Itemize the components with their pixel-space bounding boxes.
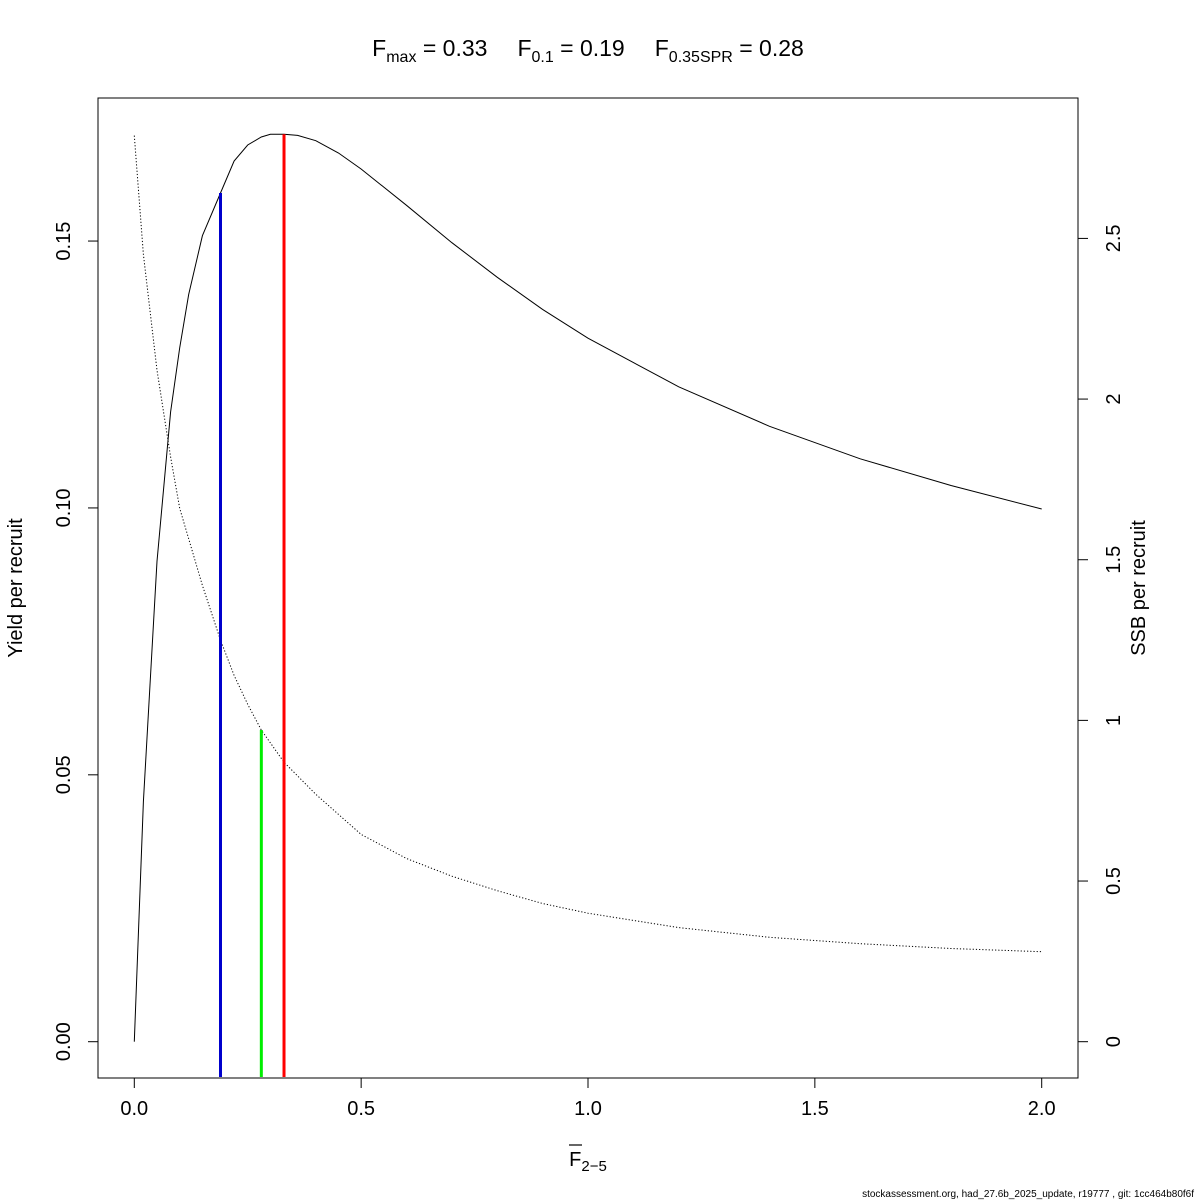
- y2-tick-label: 2.5: [1103, 224, 1125, 252]
- x-axis: 0.0 0.5 1.0 1.5 2.0: [120, 1077, 1056, 1120]
- y-tick-label: 0.05: [53, 755, 75, 794]
- x-axis-label: F2−5: [569, 1144, 607, 1175]
- y2-tick-label: 0: [1103, 1036, 1125, 1047]
- x-tick-label: 1.5: [801, 1098, 829, 1120]
- title-symbol: F: [517, 35, 531, 61]
- chart-title: Fmax = 0.33 F0.1 = 0.19 F0.35SPR = 0.28: [372, 35, 804, 66]
- y2-tick-label: 1: [1103, 715, 1125, 726]
- x-axis-label-text: F2−5: [569, 1149, 607, 1175]
- x-tick-label: 0.0: [120, 1098, 148, 1120]
- x-label-subscript: 2−5: [581, 1158, 606, 1175]
- x-label-symbol: F: [569, 1149, 581, 1171]
- title-subscript: 0.35SPR: [669, 49, 733, 66]
- title-symbol: F: [372, 35, 386, 61]
- y-axis-left: 0.00 0.05 0.10 0.15: [53, 222, 99, 1061]
- y-axis-right: 0 0.5 1 1.5 2 2.5: [1077, 224, 1125, 1047]
- x-tick-label: 2.0: [1028, 1098, 1056, 1120]
- y-tick-label: 0.10: [53, 488, 75, 527]
- title-value: = 0.19: [554, 35, 625, 61]
- x-tick-label: 1.0: [574, 1098, 602, 1120]
- y2-tick-label: 0.5: [1103, 867, 1125, 895]
- y2-tick-label: 2: [1103, 394, 1125, 405]
- footer-credit: stockassessment.org, had_27.6b_2025_upda…: [862, 1189, 1194, 1200]
- yield-per-recruit-line: [133, 133, 1042, 1042]
- reference-lines: [219, 134, 286, 1077]
- y-tick-label: 0.15: [53, 222, 75, 261]
- title-subscript: max: [386, 49, 416, 66]
- title-subscript: 0.1: [532, 49, 554, 66]
- y-tick-label: 0.00: [53, 1022, 75, 1061]
- y2-tick-label: 1.5: [1103, 546, 1125, 574]
- ssb-per-recruit-line: [133, 135, 1042, 953]
- title-symbol: F: [655, 35, 669, 61]
- plot-area-frame: [97, 97, 1079, 1079]
- chart-title-text: Fmax = 0.33 F0.1 = 0.19 F0.35SPR = 0.28: [372, 35, 804, 66]
- x-tick-label: 0.5: [347, 1098, 375, 1120]
- y-axis-label: Yield per recruit: [5, 518, 27, 658]
- series-group: [133, 133, 1042, 1042]
- y2-axis-label: SSB per recruit: [1128, 520, 1150, 656]
- title-value: = 0.33: [416, 35, 487, 61]
- title-value: = 0.28: [733, 35, 804, 61]
